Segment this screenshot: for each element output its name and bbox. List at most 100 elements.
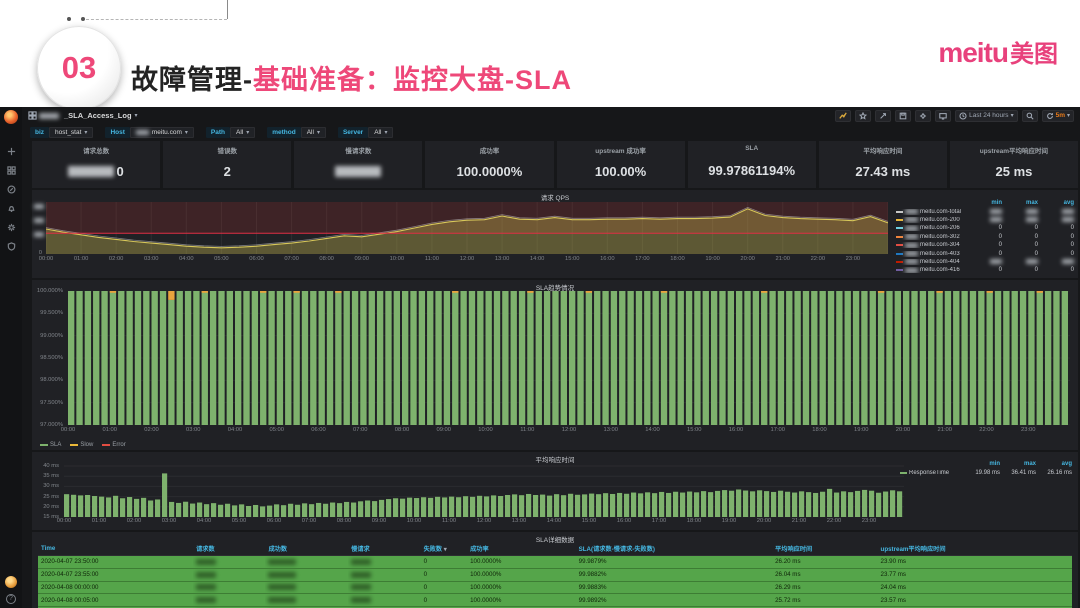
variable-value[interactable]: host_stat ▾ — [49, 127, 94, 138]
legend-series-row[interactable]: SLA — [40, 442, 61, 448]
sla-bar — [1061, 291, 1068, 425]
legend-series-row[interactable]: meitu.com-404 — [896, 258, 1074, 266]
legend-series-row[interactable]: Slow — [70, 442, 93, 448]
qps-panel-title[interactable]: 请求 QPS — [540, 195, 570, 202]
sla-bar — [251, 291, 259, 425]
dashboards-grid-icon[interactable] — [6, 165, 17, 176]
stat-value-text: 27.43 ms — [855, 164, 911, 179]
legend-series-row[interactable]: Error — [102, 442, 126, 448]
dashboard-title[interactable]: _SLA_Access_Log — [64, 111, 132, 120]
settings-gear-icon[interactable] — [6, 222, 17, 233]
legend-series-row[interactable]: meitu.com-total — [896, 207, 1074, 215]
x-tick-label: 07:00 — [284, 256, 299, 262]
x-tick-label: 17:00 — [635, 256, 650, 262]
variable-value[interactable]: All ▾ — [229, 127, 256, 138]
legend-series-row[interactable]: ResponseTime 19.98 ms 36.41 ms 26.16 ms — [900, 468, 1072, 476]
time-range-picker[interactable]: Last 24 hours ▾ — [955, 109, 1018, 122]
table-cell — [265, 593, 349, 608]
legend-series-row[interactable]: meitu.com-403 0 0 0 — [896, 249, 1074, 257]
legend-max — [1002, 208, 1038, 215]
stat-value-text: 99.97861194% — [708, 162, 796, 178]
sla-bar — [184, 291, 192, 425]
x-tick-label: 15:00 — [686, 427, 702, 433]
refresh-button[interactable]: 5m ▾ — [1041, 109, 1074, 122]
legend-series-row[interactable]: meitu.com-302 0 0 0 — [896, 233, 1074, 241]
table-header-cell[interactable]: 请求数 — [193, 542, 266, 556]
x-tick-label: 18:00 — [812, 427, 827, 433]
share-button[interactable] — [875, 109, 892, 122]
x-tick-label: 16:00 — [728, 427, 744, 433]
add-panel-button[interactable] — [835, 109, 852, 122]
rt-bar — [505, 494, 511, 517]
table-row: 2020-04-08 00:05:00 0 100.0000% 99.9892% 25.… — [38, 593, 1072, 608]
rt-panel-title[interactable]: 平均响应时间 — [535, 457, 575, 464]
grafana-logo-icon[interactable] — [4, 110, 18, 124]
response-time-panel: 平均响应时间 40 ms 35 ms 30 ms 25 ms 20 ms 15 ms 00… — [32, 452, 1078, 530]
sla-bar — [1036, 291, 1043, 425]
table-header-cell[interactable]: 成功数 — [265, 542, 349, 556]
legend-series-row[interactable]: meitu.com-206 0 0 0 — [896, 224, 1074, 232]
variable-value[interactable]: All ▾ — [368, 127, 394, 138]
legend-avg: 0 — [1070, 225, 1074, 232]
search-button[interactable] — [1021, 109, 1038, 122]
censored-pill — [196, 584, 217, 591]
star-button[interactable] — [855, 109, 872, 122]
x-tick-label: 18:00 — [670, 256, 685, 262]
sla-bar — [76, 291, 83, 425]
legend-swatch — [896, 269, 903, 272]
legend-min: 0 — [998, 267, 1002, 274]
x-tick-label: 17:00 — [770, 427, 786, 433]
x-tick-label: 16:00 — [600, 256, 615, 262]
explore-compass-icon[interactable] — [6, 184, 17, 195]
shield-icon[interactable] — [6, 241, 17, 252]
stat-value-text: 25 ms — [995, 164, 1033, 179]
help-icon[interactable]: ? — [6, 594, 16, 604]
sla-bar — [368, 291, 375, 425]
plus-icon[interactable] — [6, 146, 17, 157]
table-panel-title[interactable]: SLA详细数据 — [535, 537, 575, 544]
variable-value[interactable]: All ▾ — [300, 127, 326, 138]
variable-value[interactable]: meitu.com ▾ — [129, 127, 194, 138]
sla-bar — [619, 291, 626, 425]
legend-series-row[interactable]: meitu.com-200 — [896, 216, 1074, 224]
stat-title: upstream 成功率 — [595, 148, 646, 155]
save-button[interactable] — [895, 109, 912, 122]
table-header-cell[interactable]: Time — [38, 542, 194, 556]
table-cell: 0 — [420, 568, 468, 582]
legend-min: 0 — [998, 250, 1002, 257]
table-header-cell[interactable]: 慢请求 — [348, 542, 421, 556]
qps-x-axis: 00:00 01:00 02:00 03:00 04:00 05:00 06:00 07:00… — [39, 256, 888, 265]
chevron-down-icon: ▾ — [384, 130, 388, 136]
x-tick-label: 22:00 — [979, 427, 994, 433]
legend-avg: 0 — [1070, 250, 1074, 257]
connector-dashed-line — [86, 19, 227, 20]
rt-bar — [491, 495, 497, 517]
table-header-cell[interactable]: SLA(请求数-慢请求-失败数) — [575, 542, 773, 556]
censored-pill — [1062, 216, 1074, 222]
x-tick-label: 15:00 — [581, 518, 597, 524]
rt-bar — [407, 497, 413, 517]
table-header-cell[interactable]: 失败数 ▾ — [420, 542, 468, 556]
rt-bar — [134, 498, 140, 517]
dashboard-settings-button[interactable] — [915, 109, 932, 122]
sla-bar — [802, 291, 810, 425]
sla-bar — [118, 291, 125, 425]
sla-panel-title[interactable]: SLA趋势情况 — [535, 285, 575, 292]
table-header-cell[interactable]: 平均响应时间 — [772, 542, 878, 556]
chevron-down-icon: ▾ — [84, 130, 88, 136]
alert-bell-icon[interactable] — [6, 203, 17, 214]
sla-bar — [268, 291, 275, 425]
rt-bar — [652, 493, 658, 517]
legend-series-row[interactable]: meitu.com-304 0 0 0 — [896, 241, 1074, 249]
rt-bar — [260, 506, 266, 517]
user-avatar[interactable] — [5, 576, 17, 588]
tv-mode-button[interactable] — [935, 109, 952, 122]
x-tick-label: 19:00 — [721, 518, 737, 524]
table-header-cell[interactable]: upstream平均响应时间 — [877, 542, 1072, 556]
rt-bar — [309, 504, 315, 517]
y-tick-label: 98.500% — [40, 355, 63, 361]
table-header-cell[interactable]: 成功率 — [467, 542, 576, 556]
meitu-logo-latin: meitu — [938, 37, 1009, 68]
legend-series-row[interactable]: meitu.com-416 0 0 0 — [896, 266, 1074, 274]
rt-bar — [820, 491, 826, 517]
